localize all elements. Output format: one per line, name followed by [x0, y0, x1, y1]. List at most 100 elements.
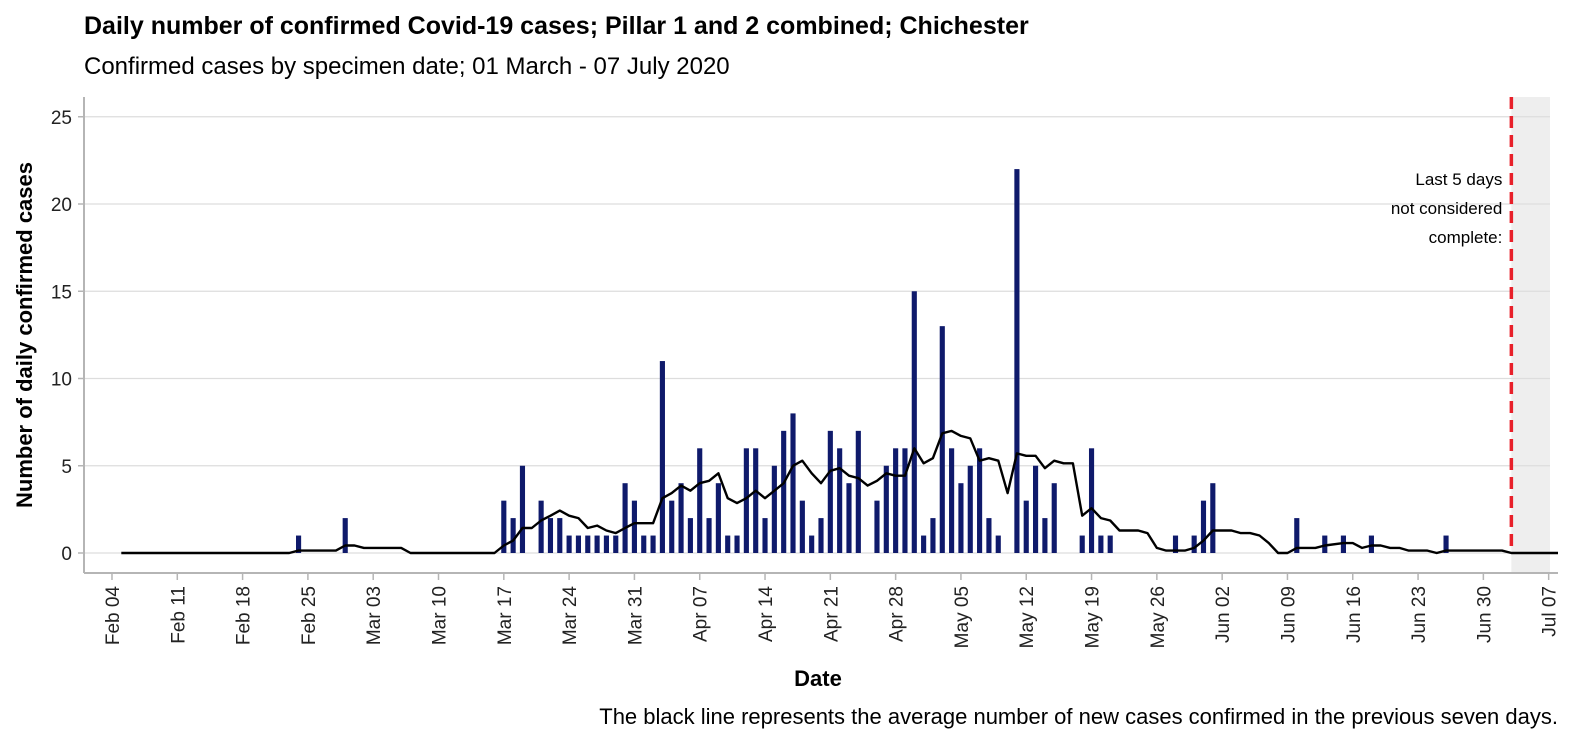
chart-title: Daily number of confirmed Covid-19 cases…: [84, 12, 1029, 40]
bar: [743, 448, 749, 553]
bar: [1322, 535, 1328, 553]
x-tick-label: Jun 30: [1474, 586, 1495, 643]
bar: [781, 430, 787, 553]
bar: [725, 535, 731, 553]
bar: [939, 326, 945, 553]
bar: [893, 448, 899, 553]
bar: [641, 535, 647, 553]
bar: [1200, 500, 1207, 553]
bar: [547, 518, 554, 553]
bar: [883, 465, 889, 553]
bar: [809, 535, 815, 553]
x-tick-label: May 05: [952, 586, 973, 648]
bar: [1098, 535, 1104, 553]
bar: [1443, 535, 1449, 553]
x-tick-label: Mar 31: [625, 586, 646, 645]
bar: [827, 430, 833, 553]
bar: [771, 465, 777, 553]
y-tick-label: 0: [61, 544, 72, 565]
bar: [613, 535, 619, 553]
y-tick-label: 15: [51, 282, 72, 303]
x-tick-label: Feb 25: [299, 586, 320, 645]
annotation-line: not considered: [1391, 199, 1503, 218]
bar: [1088, 448, 1095, 553]
bar: [342, 518, 348, 553]
bar: [631, 500, 637, 553]
x-tick-label: May 26: [1148, 586, 1169, 648]
bar: [874, 500, 880, 553]
x-tick-label: Feb 04: [103, 586, 124, 646]
bar: [678, 483, 684, 553]
x-axis-title: Date: [794, 666, 842, 691]
annotation-line: Last 5 days: [1415, 170, 1502, 189]
x-tick-label: Apr 21: [821, 586, 842, 642]
bar: [622, 483, 628, 553]
bar: [995, 535, 1001, 553]
bar: [1191, 535, 1197, 553]
bar: [734, 535, 740, 553]
x-tick-label: Apr 07: [691, 586, 712, 642]
bar: [837, 448, 843, 553]
bar: [1023, 500, 1029, 553]
bar: [846, 483, 852, 553]
bar: [986, 518, 992, 553]
grid-lines: [84, 97, 1550, 573]
bar: [1051, 483, 1057, 553]
bar: [603, 535, 609, 553]
chart-subtitle: Confirmed cases by specimen date; 01 Mar…: [84, 53, 730, 80]
bar: [687, 518, 693, 553]
y-tick-label: 20: [51, 195, 72, 216]
chart-caption: The black line represents the average nu…: [599, 704, 1558, 729]
bar: [977, 448, 983, 553]
bar: [930, 518, 936, 553]
bar: [762, 518, 768, 553]
bar: [566, 535, 572, 553]
x-tick-label: Mar 03: [364, 586, 385, 645]
bar: [706, 518, 712, 553]
bar: [585, 535, 591, 553]
x-tick-label: Jun 02: [1213, 586, 1234, 643]
x-tick-label: Mar 24: [560, 586, 581, 646]
bar: [753, 448, 759, 553]
x-tick-label: Apr 28: [887, 586, 908, 642]
annotation-line: complete:: [1429, 228, 1503, 247]
x-tick-label: Mar 10: [430, 586, 451, 645]
axes: 0 5 10 15 20 25 Feb 04 Feb 11 Feb 18 Feb 25 Mar 03…: [51, 97, 1561, 648]
y-axis-title: Number of daily confirmed cases: [12, 162, 37, 508]
bar: [1033, 465, 1039, 553]
x-tick-label: Jun 23: [1409, 586, 1430, 643]
bar: [669, 500, 675, 553]
y-tick-label: 25: [51, 108, 72, 129]
y-tick-label: 5: [61, 457, 72, 478]
x-tick-label: Feb 18: [234, 586, 255, 645]
bar: [790, 413, 796, 553]
bar: [1210, 483, 1216, 553]
x-tick-label: Jun 09: [1278, 586, 1299, 643]
bar: [519, 465, 526, 553]
bar: [501, 500, 507, 553]
bar: [510, 518, 516, 553]
bar: [296, 535, 302, 553]
x-tick-label: Feb 11: [168, 586, 189, 644]
bar: [799, 500, 805, 553]
x-tick-label: Apr 14: [756, 586, 777, 642]
bar: [1172, 535, 1179, 553]
bar: [1042, 518, 1048, 553]
bar-series: [296, 169, 1449, 553]
x-tick-label: Jun 16: [1344, 586, 1365, 643]
average-line: [121, 429, 1558, 555]
bar: [715, 483, 721, 553]
incomplete-annotation: Last 5 days not considered complete:: [1391, 97, 1514, 553]
bar: [902, 448, 908, 553]
bar: [958, 483, 964, 553]
x-tick-label: Jul 07: [1540, 586, 1561, 637]
bar: [1294, 518, 1300, 553]
x-tick-label: May 12: [1017, 586, 1038, 648]
x-tick-label: May 19: [1083, 586, 1104, 648]
bar: [921, 535, 927, 553]
bar: [575, 535, 582, 553]
bar: [911, 291, 917, 553]
bar: [949, 448, 955, 553]
bar: [538, 500, 544, 553]
bar: [1368, 535, 1374, 553]
